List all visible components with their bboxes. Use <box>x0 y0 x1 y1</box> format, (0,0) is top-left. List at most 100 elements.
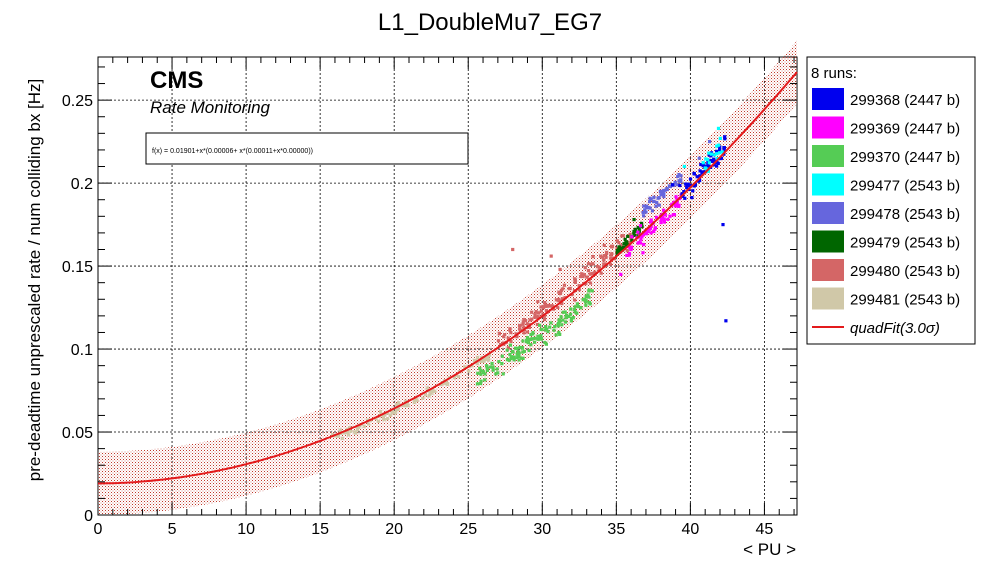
data-point <box>496 339 500 343</box>
legend-swatch <box>812 230 844 253</box>
data-point <box>516 349 520 353</box>
data-point <box>540 337 544 341</box>
data-point <box>649 224 653 229</box>
data-point <box>652 195 656 199</box>
data-point <box>577 284 581 288</box>
data-point <box>544 325 548 329</box>
data-point <box>689 183 693 188</box>
legend-swatch <box>812 116 844 139</box>
data-point <box>698 169 702 173</box>
data-point <box>406 404 410 408</box>
data-point <box>382 418 386 422</box>
data-point <box>662 217 666 221</box>
data-point <box>674 195 678 199</box>
data-point <box>690 196 694 200</box>
data-point <box>703 166 707 170</box>
data-point <box>536 315 540 319</box>
data-point <box>602 254 607 258</box>
legend-fit-label: quadFit(3.0σ) <box>850 320 940 337</box>
data-point-outlier <box>511 247 515 252</box>
data-point-outlier <box>721 223 725 227</box>
data-point <box>564 316 568 320</box>
data-point <box>534 315 538 319</box>
data-point <box>505 348 509 352</box>
data-point-outlier <box>619 272 623 276</box>
x-tick-label: 5 <box>168 521 177 538</box>
data-point <box>543 328 547 332</box>
fit-error-band <box>98 40 797 515</box>
data-point <box>666 217 670 221</box>
data-point <box>588 272 592 276</box>
data-point <box>698 174 702 178</box>
legend-swatch <box>812 145 844 167</box>
data-point <box>662 195 666 199</box>
data-point <box>593 270 597 274</box>
data-point <box>567 315 571 319</box>
data-point <box>687 183 691 188</box>
data-point <box>718 151 722 155</box>
data-point <box>668 214 672 218</box>
legend-label: 299368 (2447 b) <box>850 92 960 109</box>
y-tick-labels: 0 0.05 0.1 0.15 0.2 0.25 <box>62 93 93 525</box>
data-point <box>528 318 532 322</box>
data-point <box>412 400 416 404</box>
data-point <box>535 322 539 327</box>
data-point <box>640 221 644 225</box>
legend-swatch <box>812 287 844 310</box>
data-point <box>475 382 480 386</box>
data-point <box>676 174 680 179</box>
data-point <box>621 234 625 238</box>
x-axis-title: < PU > <box>743 540 796 559</box>
data-point <box>639 237 643 241</box>
y-tick-label: 0.25 <box>62 93 93 110</box>
data-point <box>575 311 579 315</box>
data-point <box>550 304 554 308</box>
data-point <box>553 324 557 329</box>
data-point <box>527 348 531 352</box>
data-point-outlier <box>682 164 686 169</box>
fit-band <box>98 40 797 515</box>
legend-label: 299481 (2543 b) <box>850 292 960 309</box>
data-point <box>478 366 482 370</box>
y-tick-label: 0.2 <box>71 176 93 193</box>
data-point <box>521 356 525 360</box>
data-point <box>336 434 340 438</box>
data-point <box>501 372 505 376</box>
data-point <box>522 331 526 335</box>
data-point <box>662 192 666 196</box>
data-point <box>599 271 603 275</box>
data-point <box>538 323 542 327</box>
data-point <box>584 282 588 286</box>
data-point <box>390 411 394 415</box>
data-point <box>467 369 471 373</box>
data-point <box>625 249 629 253</box>
data-point <box>479 372 483 376</box>
data-point <box>719 156 724 160</box>
x-tick-label: 35 <box>607 521 625 538</box>
data-point <box>707 153 711 157</box>
data-point <box>683 196 687 200</box>
data-point <box>649 231 653 235</box>
data-point <box>642 204 646 208</box>
data-point <box>494 372 498 376</box>
data-point <box>573 298 577 302</box>
data-point <box>452 376 456 380</box>
data-point <box>662 208 666 212</box>
data-point <box>548 325 552 329</box>
rate-monitoring-label: Rate Monitoring <box>150 98 271 117</box>
data-point <box>644 210 648 214</box>
data-point <box>638 224 643 228</box>
data-point <box>656 196 660 200</box>
legend-title: 8 runs: <box>811 65 857 82</box>
data-point <box>624 240 628 244</box>
data-point <box>715 144 719 148</box>
data-point <box>617 241 621 245</box>
data-point <box>345 430 349 434</box>
data-point <box>529 333 533 337</box>
data-point <box>348 426 352 430</box>
data-point <box>572 308 576 312</box>
y-tick-label: 0.05 <box>62 425 93 442</box>
data-point <box>510 350 514 354</box>
data-point <box>559 315 563 319</box>
data-point <box>573 310 577 314</box>
